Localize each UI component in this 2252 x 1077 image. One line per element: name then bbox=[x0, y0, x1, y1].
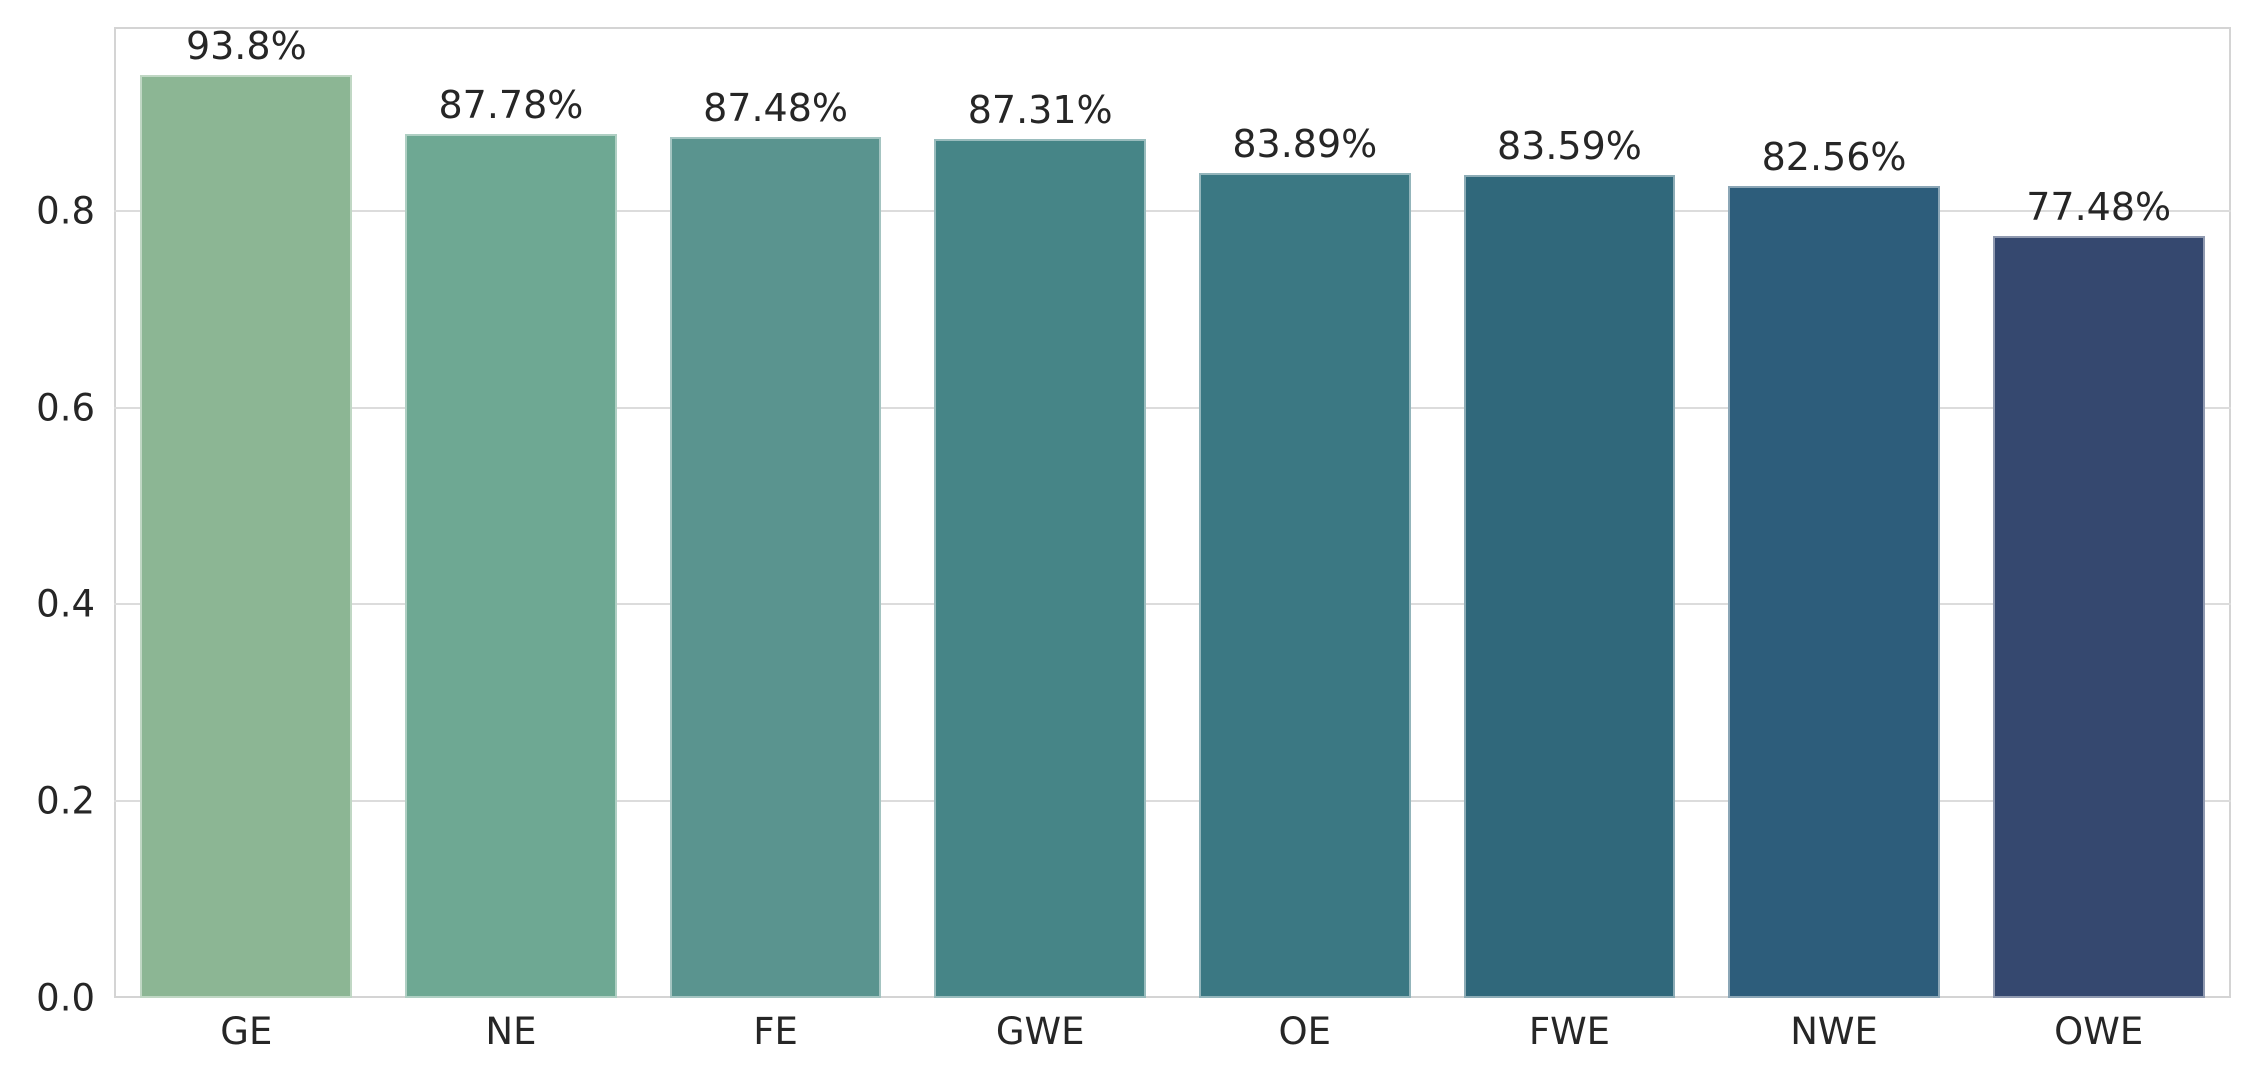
x-tick-label-NE: NE bbox=[485, 1010, 537, 1053]
bar-NE bbox=[405, 134, 617, 998]
x-tick-label-GE: GE bbox=[220, 1010, 273, 1053]
bar-FE bbox=[669, 137, 882, 998]
x-tick-label-OE: OE bbox=[1278, 1010, 1332, 1053]
bar-FWE bbox=[1463, 175, 1676, 998]
x-tick-label-OWE: OWE bbox=[2054, 1010, 2144, 1053]
bar-value-label-NE: 87.78% bbox=[438, 83, 584, 128]
bar-GE bbox=[140, 75, 353, 998]
bar-value-label-OE: 83.89% bbox=[1232, 121, 1378, 166]
y-tick-label-0.2: 0.2 bbox=[36, 779, 95, 823]
bar-NWE bbox=[1728, 185, 1940, 998]
y-tick-label-0.8: 0.8 bbox=[36, 189, 95, 233]
y-gridline-0.8 bbox=[114, 209, 2231, 212]
bar-value-label-GWE: 87.31% bbox=[967, 87, 1113, 132]
bar-value-label-FE: 87.48% bbox=[703, 86, 849, 131]
y-gridline-0.4 bbox=[114, 603, 2231, 606]
x-tick-label-FWE: FWE bbox=[1528, 1010, 1611, 1053]
x-tick-label-NWE: NWE bbox=[1790, 1010, 1878, 1053]
y-tick-label-0.0: 0.0 bbox=[36, 976, 95, 1020]
bar-value-label-FWE: 83.59% bbox=[1496, 124, 1642, 169]
bar-value-label-OWE: 77.48% bbox=[2026, 184, 2172, 229]
bar-value-label-NWE: 82.56% bbox=[1761, 134, 1907, 179]
y-tick-label-0.6: 0.6 bbox=[36, 386, 95, 430]
bar-OE bbox=[1198, 172, 1411, 998]
y-tick-label-0.4: 0.4 bbox=[36, 582, 95, 626]
bar-value-label-GE: 93.8% bbox=[185, 24, 307, 69]
y-gridline-0.2 bbox=[114, 800, 2231, 803]
bar-GWE bbox=[934, 138, 1147, 998]
x-tick-label-GWE: GWE bbox=[995, 1010, 1085, 1053]
bar-OWE bbox=[1992, 235, 2205, 998]
x-tick-label-FE: FE bbox=[753, 1010, 798, 1053]
y-gridline-0.6 bbox=[114, 406, 2231, 409]
